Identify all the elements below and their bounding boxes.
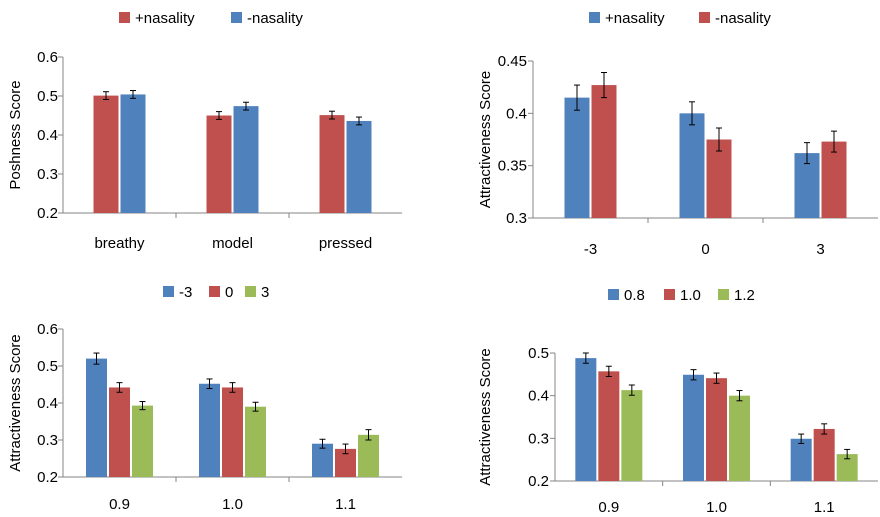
legend-label: +nasality [605,10,665,27]
y-tick-label: 0.5 [37,88,58,105]
bar [358,434,379,477]
bar [222,387,243,477]
legend-item: 0.8 [608,287,645,304]
legend-label: -nasality [715,10,771,27]
bar [813,428,835,481]
y-tick-label: 0.2 [37,469,58,486]
y-tick-label: 0.4 [37,395,58,412]
bar [312,443,333,477]
bar [836,454,858,481]
y-tick-label: 0.35 [498,158,527,175]
bar [109,387,130,477]
bar [199,383,220,477]
x-tick-label: 1.1 [814,499,835,516]
x-tick-label: 3 [816,241,824,258]
x-tick-label: 0 [701,241,709,258]
x-tick-label: 1.0 [706,499,727,516]
legend-label: -3 [179,284,192,301]
y-tick-label: 0.45 [498,53,527,70]
y-tick-label: 0.3 [528,430,549,447]
x-tick-label: 0.9 [598,499,619,516]
chart-panel-3: 0.2 0.3 0.4 0.5 0.6 Attractiveness Score 0.9 1.… [7,284,402,513]
bar [233,106,259,213]
legend-swatch [245,286,256,297]
bar [679,113,705,218]
bar [591,85,617,218]
bar [132,405,153,477]
legend-item: +nasality [589,10,665,27]
bar [575,358,597,481]
x-tick-label: 1.0 [222,496,243,513]
legend-label: 1.2 [734,287,755,304]
legend-item: -nasality [699,10,771,27]
bar [93,95,119,213]
chart-panel-1: 0.2 0.3 0.4 0.5 0.6 Poshness Score breathy mode… [7,10,402,252]
y-tick-label: 0.3 [37,432,58,449]
legend-swatch [231,12,242,23]
y-tick-label: 0.3 [37,166,58,183]
legend-item: 0 [209,284,233,301]
x-tick-label: 0.9 [109,496,130,513]
x-tick-label: 1.1 [335,496,356,513]
bar [335,448,356,477]
bar [790,438,812,481]
bar [120,94,146,213]
bar [598,371,620,481]
legend-label: 3 [261,284,269,301]
y-axis-label: Attractiveness Score [7,334,24,472]
y-tick-label: 0.6 [37,321,58,338]
legend-swatch [209,286,220,297]
bar [729,395,750,481]
legend-label: +nasality [135,10,195,27]
bar [86,358,107,477]
bar [706,378,727,481]
bar [683,374,704,481]
legend-item: 1.0 [664,287,701,304]
legend-swatch [119,12,130,23]
bar [621,390,643,481]
y-axis-label: Attractiveness Score [477,71,494,209]
legend-label: 0 [225,284,233,301]
y-tick-label: 0.4 [506,105,527,122]
x-tick-label: -3 [584,241,597,258]
legend-label: 0.8 [624,287,645,304]
legend-swatch [664,289,675,300]
bar [564,97,590,218]
legend-item: +nasality [119,10,195,27]
y-tick-label: 0.3 [506,210,527,227]
bar [245,406,266,477]
bar [319,115,345,213]
legend-swatch [589,12,600,23]
bar [706,139,732,218]
y-tick-label: 0.5 [528,345,549,362]
y-tick-label: 0.4 [528,388,549,405]
y-tick-label: 0.5 [37,358,58,375]
y-tick-label: 0.4 [37,127,58,144]
legend-swatch [163,286,174,297]
legend-swatch [699,12,710,23]
legend-item: 1.2 [718,287,755,304]
x-tick-label: breathy [94,235,145,252]
x-tick-label: pressed [319,235,372,252]
legend-label: 1.0 [680,287,701,304]
y-tick-label: 0.6 [37,49,58,66]
legend-item: 3 [245,284,269,301]
y-tick-label: 0.2 [37,205,58,222]
y-tick-label: 0.2 [528,473,549,490]
y-axis-label: Poshness Score [7,80,24,189]
legend-item: -3 [163,284,192,301]
chart-panel-4: 0.2 0.3 0.4 0.5 Attractiveness Score 0.9 1.0 1.… [477,287,878,516]
legend-swatch [718,289,729,300]
legend-swatch [608,289,619,300]
bar [346,120,372,213]
bar [206,115,232,213]
legend-item: -nasality [231,10,303,27]
bar [821,141,847,218]
legend-label: -nasality [247,10,303,27]
y-axis-label: Attractiveness Score [477,348,494,486]
x-tick-label: model [212,235,253,252]
